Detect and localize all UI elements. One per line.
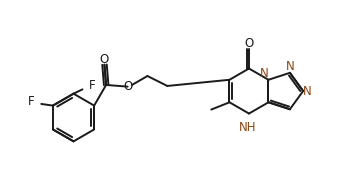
Text: O: O bbox=[100, 53, 109, 66]
Text: F: F bbox=[89, 79, 96, 92]
Text: O: O bbox=[244, 36, 254, 50]
Text: N: N bbox=[260, 67, 268, 80]
Text: F: F bbox=[28, 95, 35, 108]
Text: N: N bbox=[303, 84, 312, 98]
Text: NH: NH bbox=[239, 121, 256, 134]
Text: O: O bbox=[123, 80, 132, 93]
Text: N: N bbox=[285, 60, 294, 73]
